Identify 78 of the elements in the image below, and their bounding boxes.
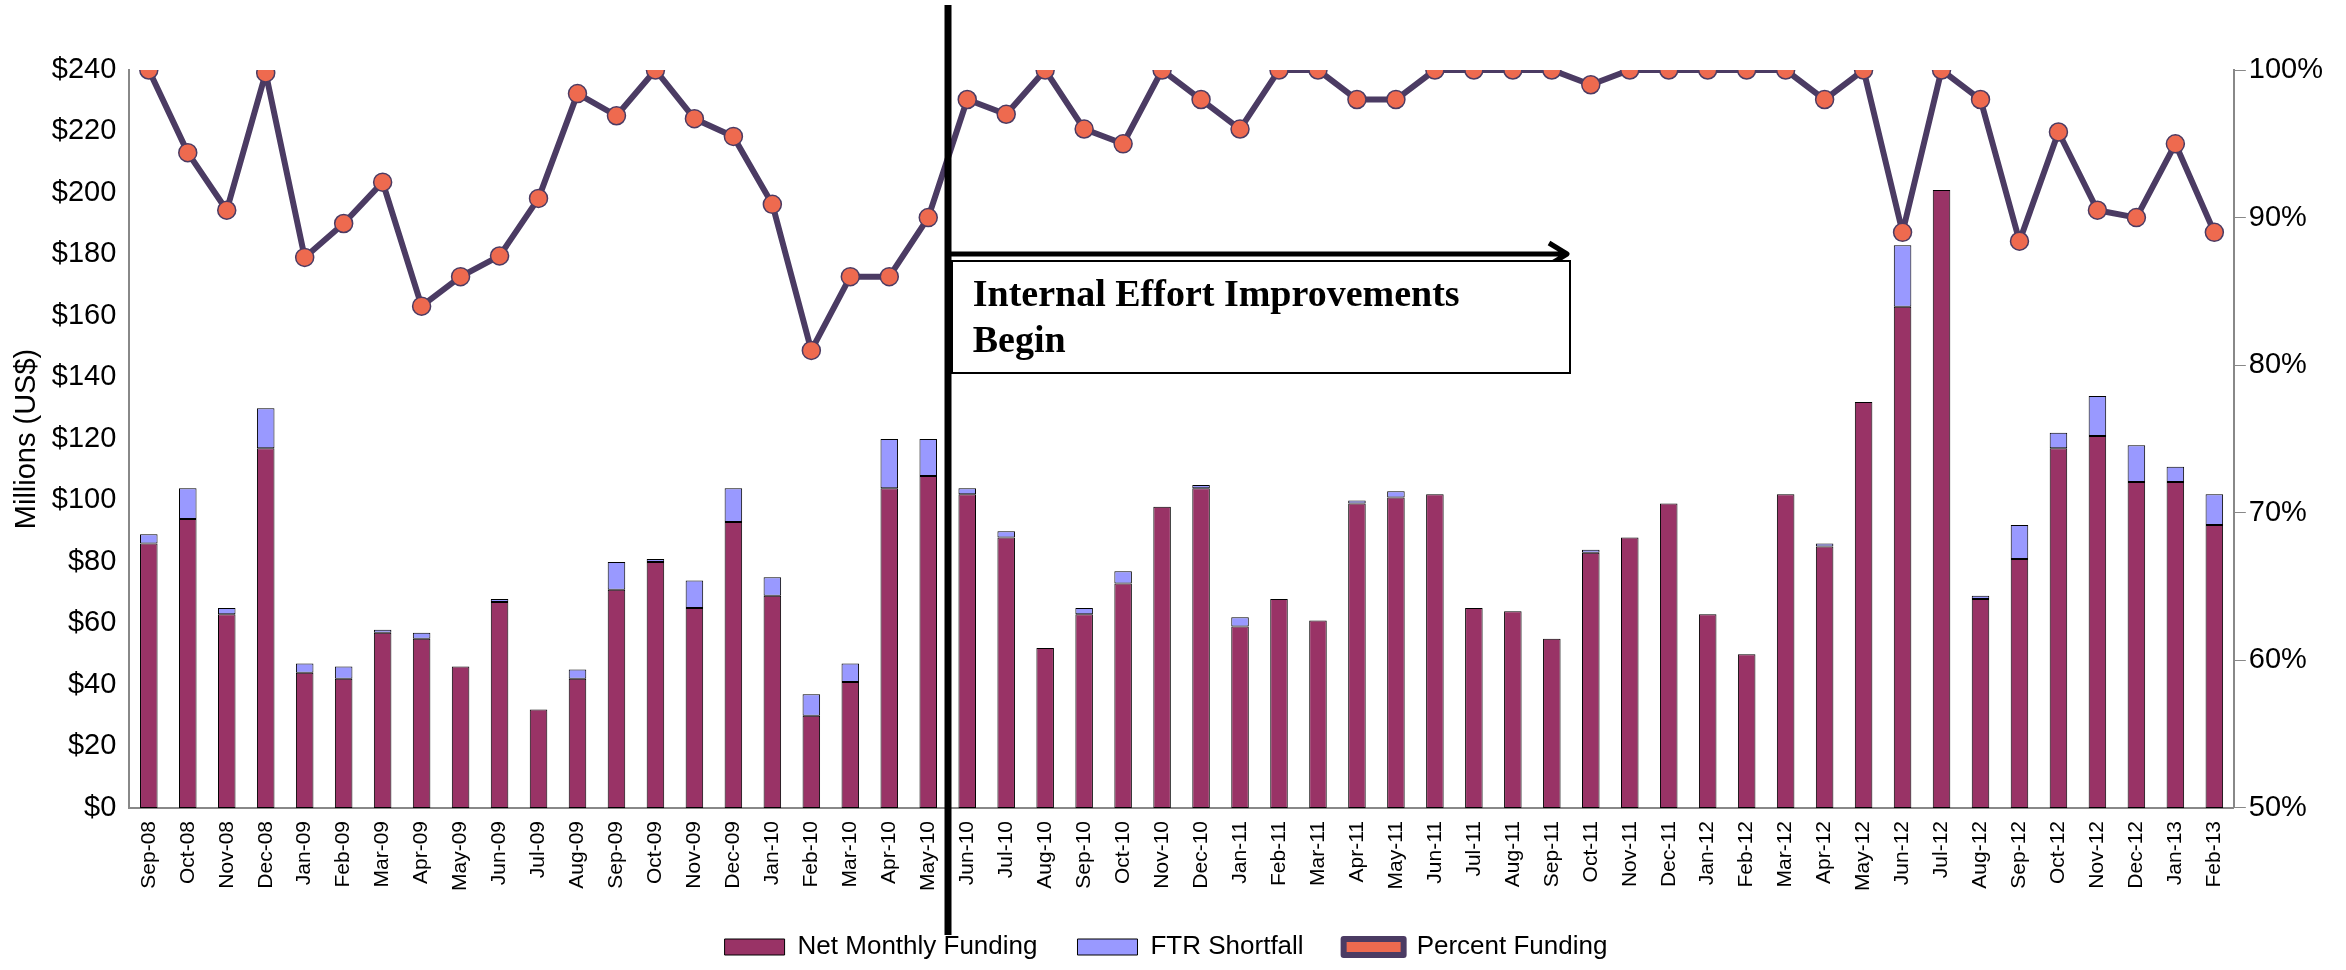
x-tick-label: Nov-09	[681, 820, 705, 889]
y-tick-label: $40	[67, 666, 117, 699]
y-tick-label: $0	[84, 789, 117, 822]
x-tick-label: Jul-10	[992, 820, 1016, 879]
y-tick-label: $200	[51, 175, 117, 207]
x-tick-label: Apr-12	[1811, 820, 1835, 885]
x-tick-label: Dec-10	[1187, 820, 1211, 889]
y-tick-label: $220	[51, 113, 117, 146]
x-tick-label: Dec-11	[1655, 820, 1679, 888]
x-tick-label: Oct-09	[642, 820, 666, 885]
y-tick-label: $140	[51, 359, 117, 392]
x-tick-label: May-10	[915, 820, 939, 892]
x-tick-label: Aug-09	[564, 820, 588, 889]
y-tick-label: $80	[67, 543, 117, 576]
x-tick-label: Jul-09	[525, 820, 549, 879]
x-tick-label: Dec-12	[2123, 820, 2147, 889]
x-tick-label: Sep-10	[1070, 820, 1094, 889]
x-tick-label: Jun-10	[954, 820, 978, 886]
x-tick-label: Feb-11	[1265, 820, 1289, 886]
legend-label: FTR Shortfall	[1150, 930, 1304, 961]
x-tick-label: Jan-12	[1694, 820, 1718, 886]
x-tick-label: Mar-10	[837, 820, 861, 888]
x-tick-label: May-11	[1382, 820, 1406, 890]
y-tick-label: $60	[67, 605, 117, 638]
x-tick-label: Sep-11	[1538, 820, 1562, 888]
y2-tick-label: 100%	[2248, 52, 2323, 84]
legend-label: Net Monthly Funding	[797, 930, 1038, 961]
y2-tick-label: 60%	[2248, 642, 2307, 675]
x-tick-label: Sep-12	[2006, 820, 2030, 889]
x-tick-label: Feb-12	[1733, 820, 1757, 888]
x-tick-label: May-12	[1850, 820, 1874, 892]
x-tick-label: Mar-09	[369, 820, 393, 888]
x-tick-label: Oct-11	[1577, 820, 1601, 883]
y-tick-label: $100	[51, 482, 117, 515]
y2-tick-label: 80%	[2248, 347, 2307, 380]
x-tick-label: Dec-09	[720, 820, 744, 889]
y2-tick-label: 50%	[2248, 789, 2307, 822]
x-tick-label: Jun-12	[1889, 820, 1913, 886]
callout-box: Internal Effort Improvements Begin	[950, 260, 1571, 375]
x-tick-label: Mar-12	[1772, 820, 1796, 888]
y2-tick-label: 70%	[2248, 494, 2307, 527]
x-tick-label: May-09	[447, 820, 471, 892]
x-tick-label: Jan-09	[291, 820, 315, 886]
x-tick-label: Dec-08	[252, 820, 276, 889]
x-tick-label: Aug-10	[1031, 820, 1055, 889]
x-tick-label: Sep-08	[135, 820, 159, 889]
x-tick-label: Jun-11	[1421, 820, 1445, 884]
x-tick-label: Jun-09	[486, 820, 510, 886]
x-tick-label: Apr-09	[408, 820, 432, 885]
y-axis-title: Millions (US$)	[9, 348, 42, 530]
x-tick-label: Jan-10	[759, 820, 783, 886]
y-tick-label: $240	[51, 52, 117, 84]
x-tick-label: Jan-11	[1226, 820, 1250, 884]
x-tick-label: Sep-09	[603, 820, 627, 889]
x-tick-label: Feb-10	[798, 820, 822, 888]
legend-label: Percent Funding	[1416, 930, 1608, 961]
y-tick-label: $160	[51, 297, 117, 330]
x-tick-label: Jul-11	[1460, 820, 1484, 877]
x-tick-label: Nov-12	[2084, 820, 2108, 889]
x-tick-label: Nov-10	[1148, 820, 1172, 889]
x-tick-label: Aug-11	[1499, 820, 1523, 888]
y-tick-label: $20	[67, 728, 117, 761]
x-tick-label: Mar-11	[1304, 820, 1328, 886]
x-tick-label: Feb-13	[2201, 820, 2225, 888]
x-tick-label: Oct-10	[1109, 820, 1133, 885]
x-tick-label: Oct-12	[2045, 820, 2069, 885]
x-tick-label: Nov-11	[1616, 820, 1640, 888]
x-tick-label: Apr-10	[876, 820, 900, 885]
x-tick-label: Jul-12	[1928, 820, 1952, 879]
x-tick-label: Apr-11	[1343, 820, 1367, 883]
x-tick-label: Oct-08	[174, 820, 198, 885]
x-tick-label: Aug-12	[1967, 820, 1991, 889]
x-tick-label: Feb-09	[330, 820, 354, 888]
y-tick-label: $120	[51, 420, 117, 453]
x-tick-label: Jan-13	[2162, 820, 2186, 886]
y2-tick-label: 90%	[2248, 199, 2307, 232]
y-tick-label: $180	[51, 236, 117, 269]
x-tick-label: Nov-08	[213, 820, 237, 889]
